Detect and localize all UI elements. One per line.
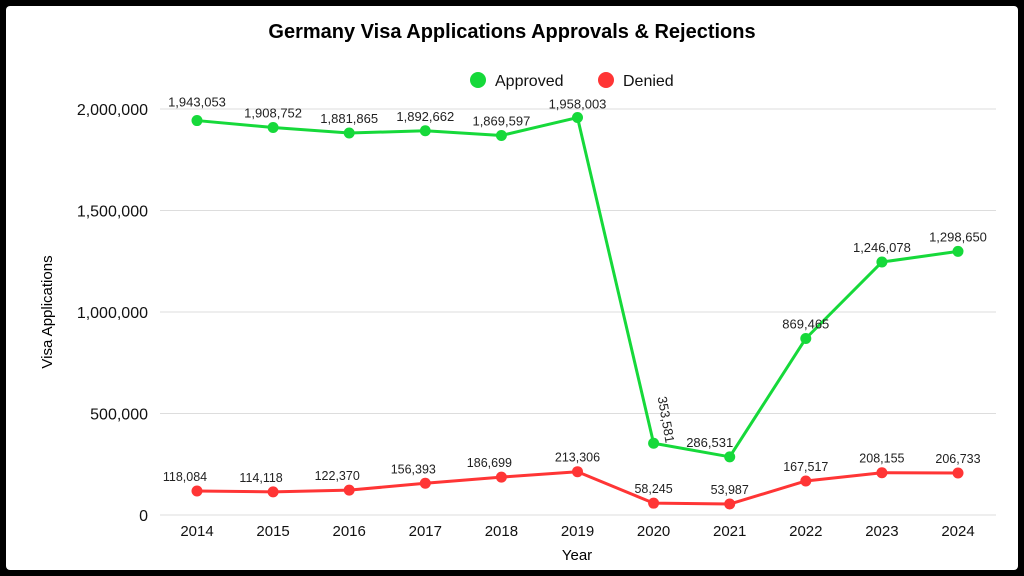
x-tick-label: 2018 [485,523,518,540]
data-label: 1,298,650 [929,229,987,244]
x-tick-label: 2014 [180,523,213,540]
data-point [343,484,355,496]
data-point [572,112,583,124]
data-label: 206,733 [935,452,980,466]
legend-marker-approved [470,72,486,88]
data-label: 1,246,078 [853,240,911,255]
data-point [419,125,431,137]
data-point [495,471,507,483]
data-label: 1,958,003 [549,97,607,112]
data-point [800,475,812,487]
data-point [800,332,812,344]
y-axis-label: Visa Applications [39,255,56,368]
data-point [191,115,203,127]
data-point [876,467,888,479]
data-label: 1,881,865 [320,111,378,126]
data-label: 58,245 [634,482,672,496]
legend-label-approved: Approved [495,73,564,90]
data-point [572,466,583,478]
data-label: 122,370 [315,469,360,483]
data-label: 156,393 [391,462,436,476]
data-point [648,437,660,449]
data-point [876,256,888,268]
data-point [495,129,507,141]
data-label: 353,581 [655,395,678,444]
data-point [952,467,964,479]
data-point [724,498,736,510]
data-label: 208,155 [859,452,904,466]
data-label: 118,084 [163,470,207,484]
data-point [191,485,203,497]
data-point [648,497,660,509]
data-label: 167,517 [783,460,828,474]
legend-marker-denied [598,72,614,88]
data-label: 1,892,662 [396,109,454,124]
y-tick-label: 500,000 [90,407,148,424]
y-tick-label: 0 [139,508,148,525]
legend: Approved Denied [470,72,674,90]
x-tick-label: 2020 [637,523,670,540]
x-tick-label: 2022 [789,523,822,540]
y-tick-label: 1,500,000 [77,204,148,221]
x-tick-label: 2023 [865,523,898,540]
data-label: 213,306 [555,451,600,465]
x-tick-label: 2016 [333,523,366,540]
data-label: 186,699 [467,456,512,470]
data-label: 1,943,053 [168,95,226,110]
data-point [724,451,736,463]
x-tick-label: 2021 [713,523,746,540]
data-point [267,122,279,134]
data-point [267,486,279,498]
data-label: 286,531 [686,435,733,450]
x-tick-label: 2015 [256,523,289,540]
x-axis-label: Year [562,547,592,564]
data-label: 53,987 [711,483,749,497]
data-label: 1,869,597 [472,113,530,128]
y-tick-label: 2,000,000 [77,102,148,119]
x-tick-label: 2024 [941,523,974,540]
data-label: 114,118 [239,471,282,485]
series-line-approved [196,116,959,459]
data-point [419,477,431,489]
x-tick-label: 2019 [561,523,594,540]
legend-label-denied: Denied [623,73,674,90]
data-point [343,127,355,139]
chart-title: Germany Visa Applications Approvals & Re… [268,21,755,43]
data-point [952,245,964,257]
data-label: 1,908,752 [244,106,302,121]
y-tick-label: 1,000,000 [77,305,148,322]
x-tick-label: 2017 [409,523,442,540]
data-label: 869,465 [782,316,829,331]
